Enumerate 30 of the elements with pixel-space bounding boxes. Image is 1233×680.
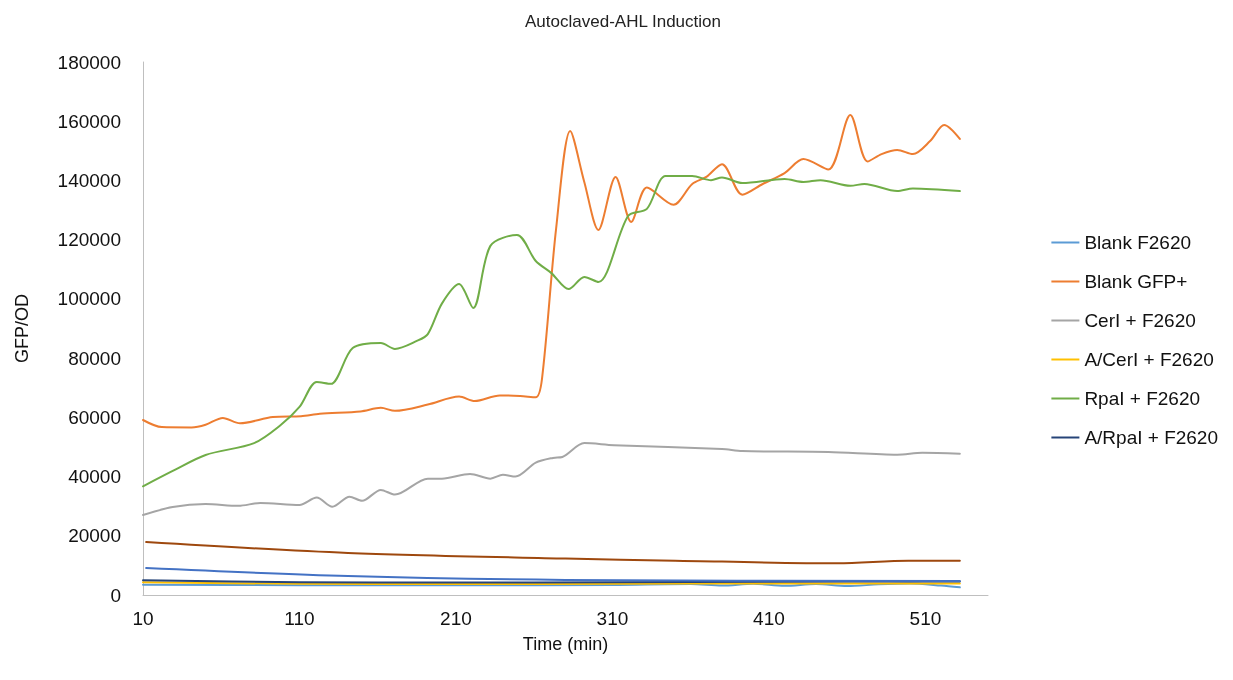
- y-tick-label: 100000: [57, 288, 121, 310]
- legend-label: RpaI + F2620: [1084, 388, 1201, 409]
- y-tick-label: 160000: [57, 110, 121, 132]
- legend-label: A/CerI + F2620: [1084, 349, 1214, 370]
- legend-label: A/RpaI + F2620: [1084, 427, 1219, 448]
- x-tick-label: 410: [753, 608, 785, 629]
- y-tick-label: 0: [110, 584, 121, 606]
- legend-label: Blank F2620: [1084, 232, 1192, 253]
- chart-title: Autoclaved-AHL Induction: [525, 12, 721, 31]
- x-tick-label: 110: [284, 608, 315, 629]
- y-tick-label: 180000: [57, 51, 121, 73]
- y-tick-label: 40000: [68, 466, 121, 488]
- y-axis-title: GFP/OD: [12, 293, 32, 364]
- line-series: [145, 567, 961, 583]
- y-tick-label: 80000: [68, 347, 121, 369]
- y-tick-label: 20000: [68, 525, 121, 547]
- line-series: [142, 114, 961, 429]
- y-tick-label: 140000: [57, 169, 121, 191]
- y-tick-label: 60000: [68, 406, 121, 428]
- legend-label: CerI + F2620: [1084, 310, 1196, 331]
- y-tick-label: 120000: [57, 229, 121, 251]
- legend-label: Blank GFP+: [1084, 271, 1188, 292]
- line-series: [142, 175, 961, 488]
- x-tick-label: 10: [132, 608, 154, 629]
- line-series: [142, 442, 961, 517]
- x-axis-title: Time (min): [522, 634, 609, 654]
- x-tick-label: 310: [596, 608, 629, 629]
- x-tick-label: 210: [440, 608, 472, 629]
- x-tick-label: 510: [909, 608, 942, 629]
- line-series: [145, 541, 961, 565]
